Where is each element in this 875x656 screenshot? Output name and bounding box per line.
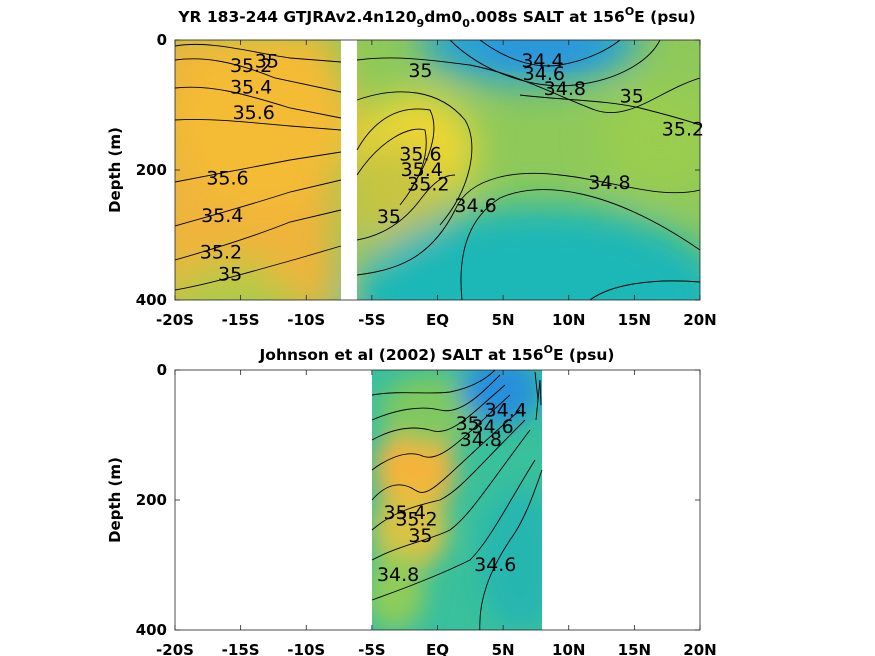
- x-tick-label: 20N: [683, 311, 716, 329]
- contour-label: 34.6: [471, 416, 513, 438]
- x-tick-label: EQ: [426, 641, 449, 656]
- ylabel-top: Depth (m): [106, 127, 124, 213]
- contour-label: 35: [456, 413, 480, 435]
- contour-label: 34.6: [454, 195, 496, 217]
- contour-label: 35.4: [384, 502, 426, 524]
- contour-label: 35.4: [230, 76, 272, 98]
- contour-label: 35.2: [395, 509, 437, 531]
- x-tick-label: EQ: [426, 311, 449, 329]
- contour-label: 35.2: [200, 242, 242, 264]
- x-tick-label: -5S: [358, 641, 385, 656]
- contour-label: 34.8: [460, 429, 502, 451]
- x-tick-label: -15S: [222, 641, 260, 656]
- x-tick-label: 15N: [618, 641, 651, 656]
- chart-title-top: YR 183-244 GTJRAv2.4n1209dm00.008s SALT …: [177, 5, 695, 30]
- contour-label: 35.2: [662, 119, 704, 141]
- x-tick-label: 5N: [492, 641, 515, 656]
- contour-label: 35: [218, 264, 242, 286]
- x-tick-label: -5S: [358, 311, 385, 329]
- contour-label: 35: [255, 50, 279, 72]
- contour-labels-top: 3535.235.435.635.635.435.23535.635.435.2…: [200, 50, 704, 286]
- contour-label: 35.4: [401, 159, 443, 181]
- x-tick-label: -20S: [156, 311, 194, 329]
- y-tick-label: 0: [157, 31, 167, 49]
- contour-label: 34.8: [377, 564, 419, 586]
- x-tick-label: -15S: [222, 311, 260, 329]
- x-axis-bottom: -20S -15S -10S -5S EQ 5N 10N 15N 20N: [156, 370, 717, 656]
- y-tick-label: 200: [136, 161, 167, 179]
- salinity-field-bottom: [365, 370, 560, 630]
- contour-label: 35.2: [407, 173, 449, 195]
- y-tick-label: 400: [136, 621, 167, 639]
- x-tick-label: -20S: [156, 641, 194, 656]
- contour-label: 34.4: [521, 50, 563, 72]
- y-axis-top: 0 200 400: [136, 31, 700, 309]
- data-gap: [341, 40, 357, 302]
- contour-label: 35: [620, 86, 644, 108]
- contour-label: 35.6: [399, 143, 441, 165]
- contour-label: 35: [408, 525, 432, 547]
- x-tick-label: 15N: [618, 311, 651, 329]
- contour-label: 35: [377, 206, 401, 228]
- contour-label: 34.6: [474, 554, 516, 576]
- contour-label: 34.4: [485, 399, 527, 421]
- panel-bottom: Johnson et al (2002) SALT at 156OE (psu): [106, 343, 717, 656]
- contour-label: 34.6: [523, 63, 565, 85]
- y-axis-bottom: 0 200 400: [136, 361, 700, 639]
- ylabel-bottom: Depth (m): [106, 457, 124, 543]
- x-tick-label: -10S: [287, 641, 325, 656]
- y-tick-label: 0: [157, 361, 167, 379]
- x-tick-label: 10N: [552, 641, 585, 656]
- x-axis-top: -20S -15S -10S -5S EQ 5N 10N 15N 20N: [156, 40, 717, 329]
- contour-lines-bottom: [371, 370, 543, 630]
- contour-label: 35.6: [206, 167, 248, 189]
- contour-label: 34.8: [544, 78, 586, 100]
- y-tick-label: 400: [136, 291, 167, 309]
- contour-label: 34.8: [588, 172, 630, 194]
- chart-title-bottom: Johnson et al (2002) SALT at 156OE (psu): [259, 343, 615, 364]
- x-tick-label: -10S: [287, 311, 325, 329]
- contour-label: 35: [408, 60, 432, 82]
- contour-label: 35.6: [233, 102, 275, 124]
- contour-label: 35.2: [230, 55, 272, 77]
- x-tick-label: 20N: [683, 641, 716, 656]
- contour-label: 35.4: [201, 205, 243, 227]
- salinity-field-top: [175, 40, 700, 300]
- x-tick-label: 5N: [492, 311, 515, 329]
- x-tick-label: 10N: [552, 311, 585, 329]
- y-tick-label: 200: [136, 491, 167, 509]
- contour-lines-top: [175, 40, 700, 300]
- panel-top: YR 183-244 GTJRAv2.4n1209dm00.008s SALT …: [106, 5, 717, 329]
